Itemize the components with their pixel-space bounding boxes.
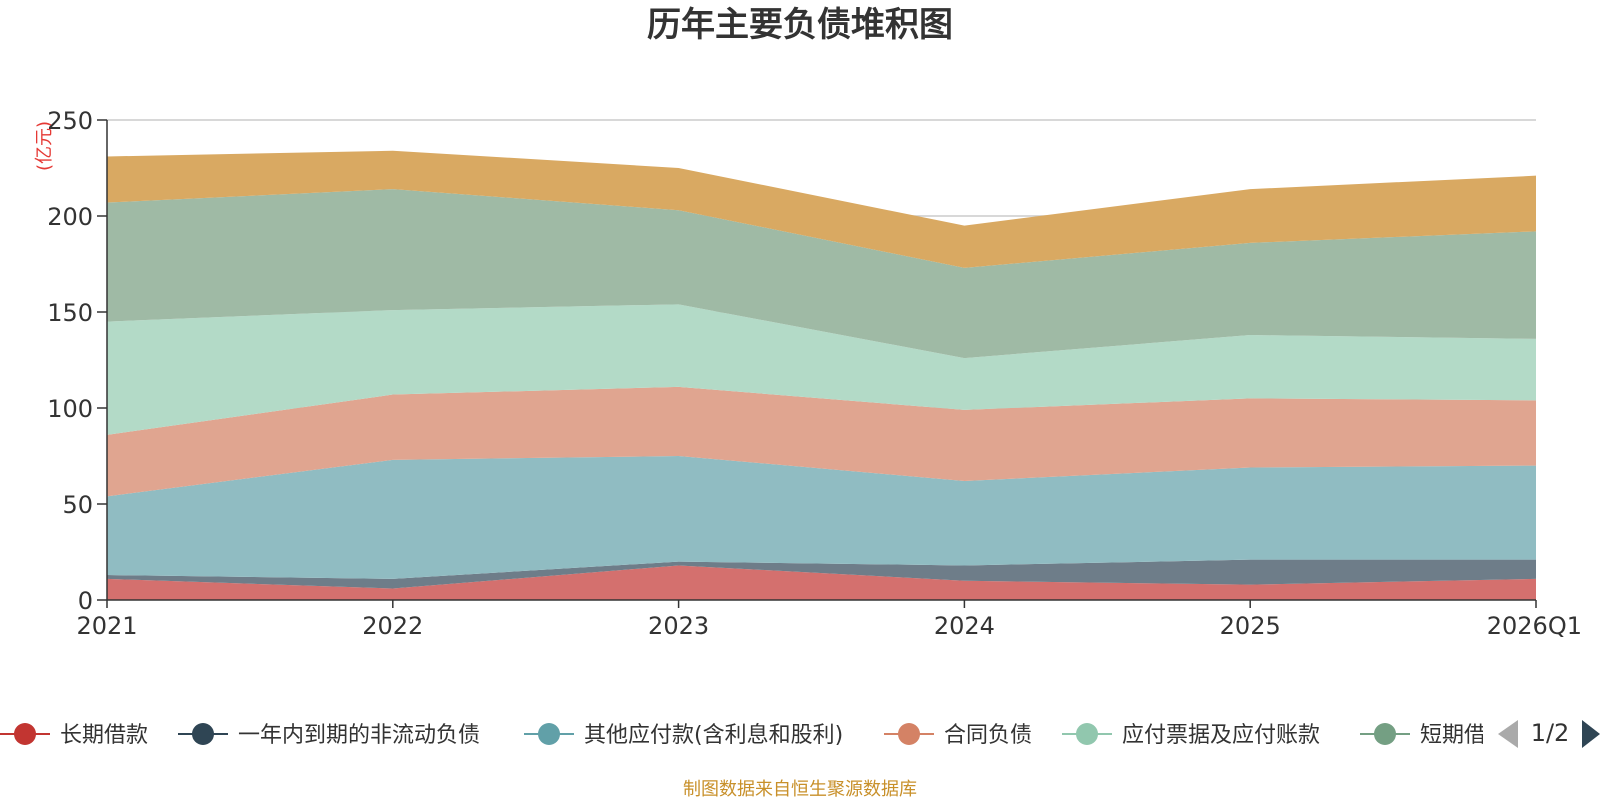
legend-circle-icon [14,723,36,745]
y-tick-label: 250 [47,107,93,135]
legend-item[interactable]: 应付票据及应付账款 [1062,723,1320,748]
area-series[interactable] [107,386,1536,497]
x-tick-label: 2026Q1 [1487,612,1582,640]
legend-item[interactable]: 短期借款 [1360,723,1508,748]
legend-circle-icon [1374,723,1396,745]
y-tick-label: 0 [78,587,93,615]
y-tick-label: 50 [62,491,93,519]
x-tick-label: 2022 [362,612,423,640]
x-tick-label: 2023 [648,612,709,640]
chart-title: 历年主要负债堆积图 [647,5,953,45]
legend-label: 一年内到期的非流动负债 [238,723,480,748]
x-tick-label: 2025 [1220,612,1281,640]
y-axis-unit-label: (亿元) [34,121,55,171]
x-tick-label: 2024 [934,612,995,640]
legend-next-page-icon[interactable] [1582,720,1600,748]
area-series[interactable] [107,304,1536,435]
legend-circle-icon [192,723,214,745]
x-tick-label: 2021 [76,612,137,640]
legend-circle-icon [898,723,920,745]
legend: 长期借款 一年内到期的非流动负债 其他应付款(含利息和股利) 合同负债 应付票据及应付账… [0,723,1508,748]
legend-page-indicator: 1/2 [1531,719,1570,747]
area-series[interactable] [107,456,1536,579]
area-series[interactable] [107,189,1536,359]
y-tick-label: 100 [47,395,93,423]
y-tick-label: 150 [47,299,93,327]
legend-label: 长期借款 [60,723,148,748]
legend-item[interactable]: 长期借款 [0,723,148,748]
area-series[interactable] [107,150,1536,268]
legend-item[interactable]: 一年内到期的非流动负债 [178,723,480,748]
legend-item[interactable]: 其他应付款(含利息和股利) [524,723,843,748]
legend-label: 应付票据及应付账款 [1122,723,1320,748]
source-note: 制图数据来自恒生聚源数据库 [683,779,917,800]
area-series[interactable] [107,559,1536,589]
legend-prev-page-icon[interactable] [1498,720,1518,748]
legend-label: 其他应付款(含利息和股利) [584,723,843,748]
stacked-areas [107,150,1536,600]
area-series[interactable] [107,565,1536,600]
legend-pager: 1/2 [1498,719,1600,748]
legend-circle-icon [538,723,560,745]
axes: 0 50 100 150 200 250 2021 2022 2023 2024 2025 2026Q… [47,107,1582,640]
legend-circle-icon [1076,723,1098,745]
legend-item[interactable]: 合同负债 [884,723,1032,748]
legend-label: 合同负债 [944,723,1032,748]
y-tick-label: 200 [47,203,93,231]
legend-label: 短期借款 [1420,723,1508,748]
